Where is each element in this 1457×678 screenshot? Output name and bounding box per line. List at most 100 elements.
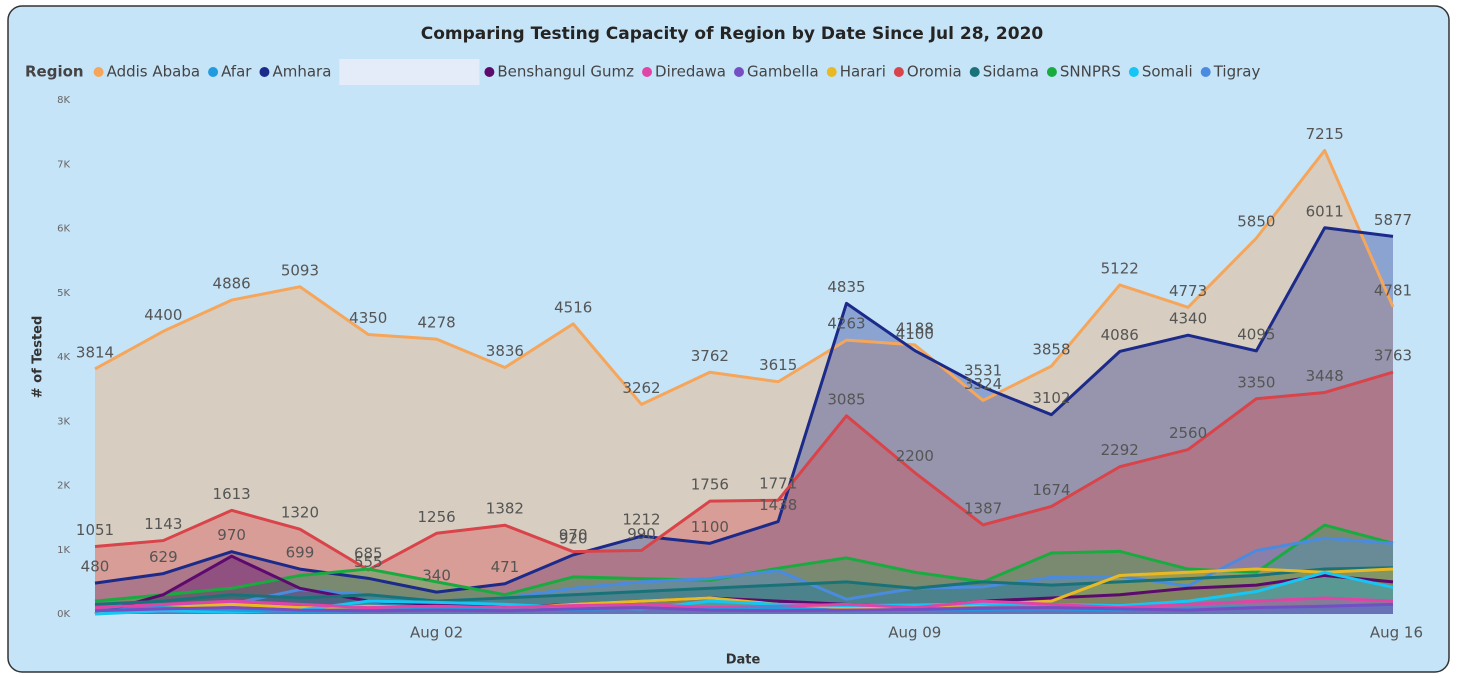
data-label: 2200 <box>896 447 934 465</box>
data-label: 471 <box>491 558 520 576</box>
data-label: 970 <box>217 526 246 544</box>
data-label: 3085 <box>827 390 865 408</box>
legend-swatch <box>208 67 219 77</box>
series-area <box>95 525 1393 614</box>
data-label: 699 <box>286 544 315 562</box>
series-line <box>94 148 1395 406</box>
data-label: 4100 <box>896 325 934 343</box>
data-label: 1756 <box>691 476 729 494</box>
legend-swatch <box>642 67 653 77</box>
series-line <box>94 226 1394 594</box>
data-label: 4516 <box>554 298 592 316</box>
data-label: 5122 <box>1101 259 1139 277</box>
data-label: 1143 <box>144 515 182 533</box>
series-area <box>95 227 1393 614</box>
data-label: 5877 <box>1374 211 1412 229</box>
data-label: 2560 <box>1169 424 1207 442</box>
legend-swatch <box>1128 67 1139 77</box>
legend-swatch <box>734 67 744 77</box>
data-label: 4340 <box>1169 310 1207 328</box>
data-label: 6011 <box>1306 202 1344 220</box>
legend: Region Addis Ababa Afar Amhara Benshangul Gu… <box>25 59 1260 85</box>
chart-frame <box>7 5 1450 673</box>
legend-label: Sidama <box>983 63 1039 81</box>
legend-swatch <box>1200 67 1211 77</box>
legend-label: Oromia <box>907 63 962 81</box>
data-label: 4095 <box>1237 325 1275 343</box>
legend-swatch <box>826 67 837 77</box>
series-line <box>94 602 1394 613</box>
data-label: 2292 <box>1101 441 1139 459</box>
legend-label: SNNPRS <box>1060 63 1121 81</box>
legend-swatch <box>969 67 980 77</box>
data-label: 3836 <box>486 342 524 360</box>
data-label: 1771 <box>759 475 797 493</box>
data-label: 1100 <box>691 518 729 536</box>
data-label: 4086 <box>1101 326 1139 344</box>
data-label: 685 <box>354 544 383 562</box>
legend-label: Benshangul Gumz <box>497 63 634 81</box>
y-axis-label: # of Tested <box>31 316 46 399</box>
legend-label: Diredawa <box>655 63 726 81</box>
legend-swatch <box>93 67 104 77</box>
y-tick-label: 4K <box>57 352 70 363</box>
series-area <box>95 556 1393 614</box>
data-label: 629 <box>149 548 178 566</box>
data-label: 4886 <box>213 275 251 293</box>
legend-swatch <box>893 67 904 77</box>
y-tick-label: 3K <box>57 416 70 427</box>
series-line <box>94 554 1394 616</box>
data-label: 4263 <box>827 315 865 333</box>
data-label: 3102 <box>1032 389 1070 407</box>
data-label: 1320 <box>281 504 319 522</box>
data-label: 5850 <box>1237 213 1275 231</box>
data-label: 3814 <box>76 343 114 361</box>
legend-label: Amhara <box>272 63 331 81</box>
legend-swatch <box>259 67 270 77</box>
data-label: 3324 <box>964 375 1002 393</box>
data-label: 7215 <box>1306 125 1344 143</box>
legend-swatch <box>484 67 495 77</box>
y-tick-label: 1K <box>57 545 70 556</box>
data-label: 1438 <box>759 496 797 514</box>
data-label: 4188 <box>896 319 934 337</box>
data-label: 1674 <box>1032 481 1070 499</box>
series-line <box>94 370 1394 572</box>
series-area <box>95 569 1393 614</box>
data-label: 920 <box>559 529 588 547</box>
data-label: 4400 <box>144 306 182 324</box>
data-label: 555 <box>354 553 383 571</box>
data-label: 480 <box>81 558 110 576</box>
legend-label: Addis Ababa <box>107 63 200 81</box>
legend-label: Afar <box>221 63 252 81</box>
x-tick-label: Aug 16 <box>1370 624 1423 642</box>
data-label: 3763 <box>1374 347 1412 365</box>
data-label: 1256 <box>417 508 455 526</box>
y-tick-label: 0K <box>57 609 70 620</box>
chart-title: Comparing Testing Capacity of Region by … <box>421 24 1044 44</box>
data-label: 5093 <box>281 261 319 279</box>
y-tick-label: 7K <box>57 159 70 170</box>
data-label: 3448 <box>1306 367 1344 385</box>
data-label: 1382 <box>486 500 524 518</box>
data-label: 4350 <box>349 309 387 327</box>
legend-label: Gambella <box>747 63 819 81</box>
legend-label: Somali <box>1142 63 1193 81</box>
data-label: 3350 <box>1237 373 1275 391</box>
data-label: 4781 <box>1374 281 1412 299</box>
series-line <box>94 566 1394 606</box>
y-tick-label: 5K <box>57 288 70 299</box>
data-label: 3262 <box>622 379 660 397</box>
data-label: 4278 <box>417 314 455 332</box>
x-axis-label: Date <box>726 653 761 668</box>
data-label: 970 <box>559 526 588 544</box>
legend-swatch <box>1046 67 1057 77</box>
data-label: 1387 <box>964 499 1002 517</box>
series-line <box>94 571 1394 616</box>
redacted-item <box>339 59 480 85</box>
x-tick-label: Aug 02 <box>410 624 463 642</box>
y-tick-label: 8K <box>57 95 70 106</box>
data-label: 3615 <box>759 356 797 374</box>
data-label: 3762 <box>691 347 729 365</box>
